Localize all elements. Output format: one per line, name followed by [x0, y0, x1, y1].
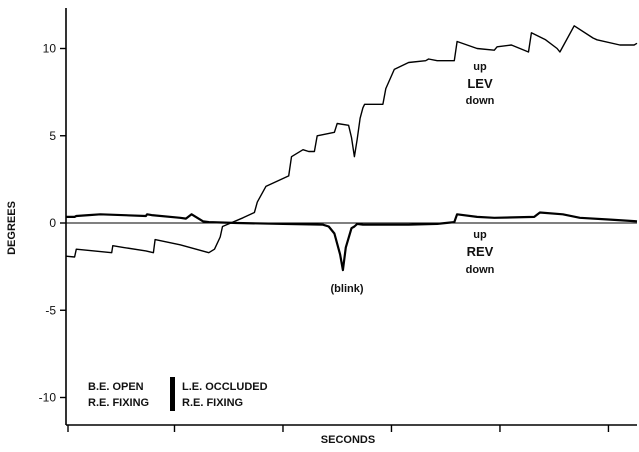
condition-left-line-1: B.E. OPEN: [88, 381, 144, 393]
y-tick-label: -5: [45, 303, 56, 317]
y-tick-label: 5: [49, 129, 56, 143]
condition-divider-bar: [170, 377, 175, 411]
y-tick-label: 0: [49, 216, 56, 230]
series-line-lev: [65, 25, 638, 258]
lev-down-label: down: [466, 95, 495, 107]
condition-right-line-1: L.E. OCCLUDED: [182, 381, 268, 393]
y-ticks: 10 5 0 -5 -10: [39, 42, 66, 405]
lev-series-label: LEV: [467, 76, 493, 91]
x-axis-label: SECONDS: [321, 434, 375, 446]
blink-annotation: (blink): [331, 283, 364, 295]
y-axis-label: DEGREES: [6, 201, 18, 255]
lev-up-label: up: [473, 61, 487, 73]
condition-right-line-2: R.E. FIXING: [182, 397, 243, 409]
rev-up-label: up: [473, 229, 487, 241]
y-tick-label: 10: [43, 42, 57, 56]
y-tick-label: -10: [39, 391, 57, 405]
x-ticks: [67, 425, 610, 432]
rev-series-label: REV: [467, 244, 494, 259]
series-line-rev: [66, 211, 638, 272]
condition-left-line-2: R.E. FIXING: [88, 397, 149, 409]
rev-down-label: down: [466, 264, 495, 276]
